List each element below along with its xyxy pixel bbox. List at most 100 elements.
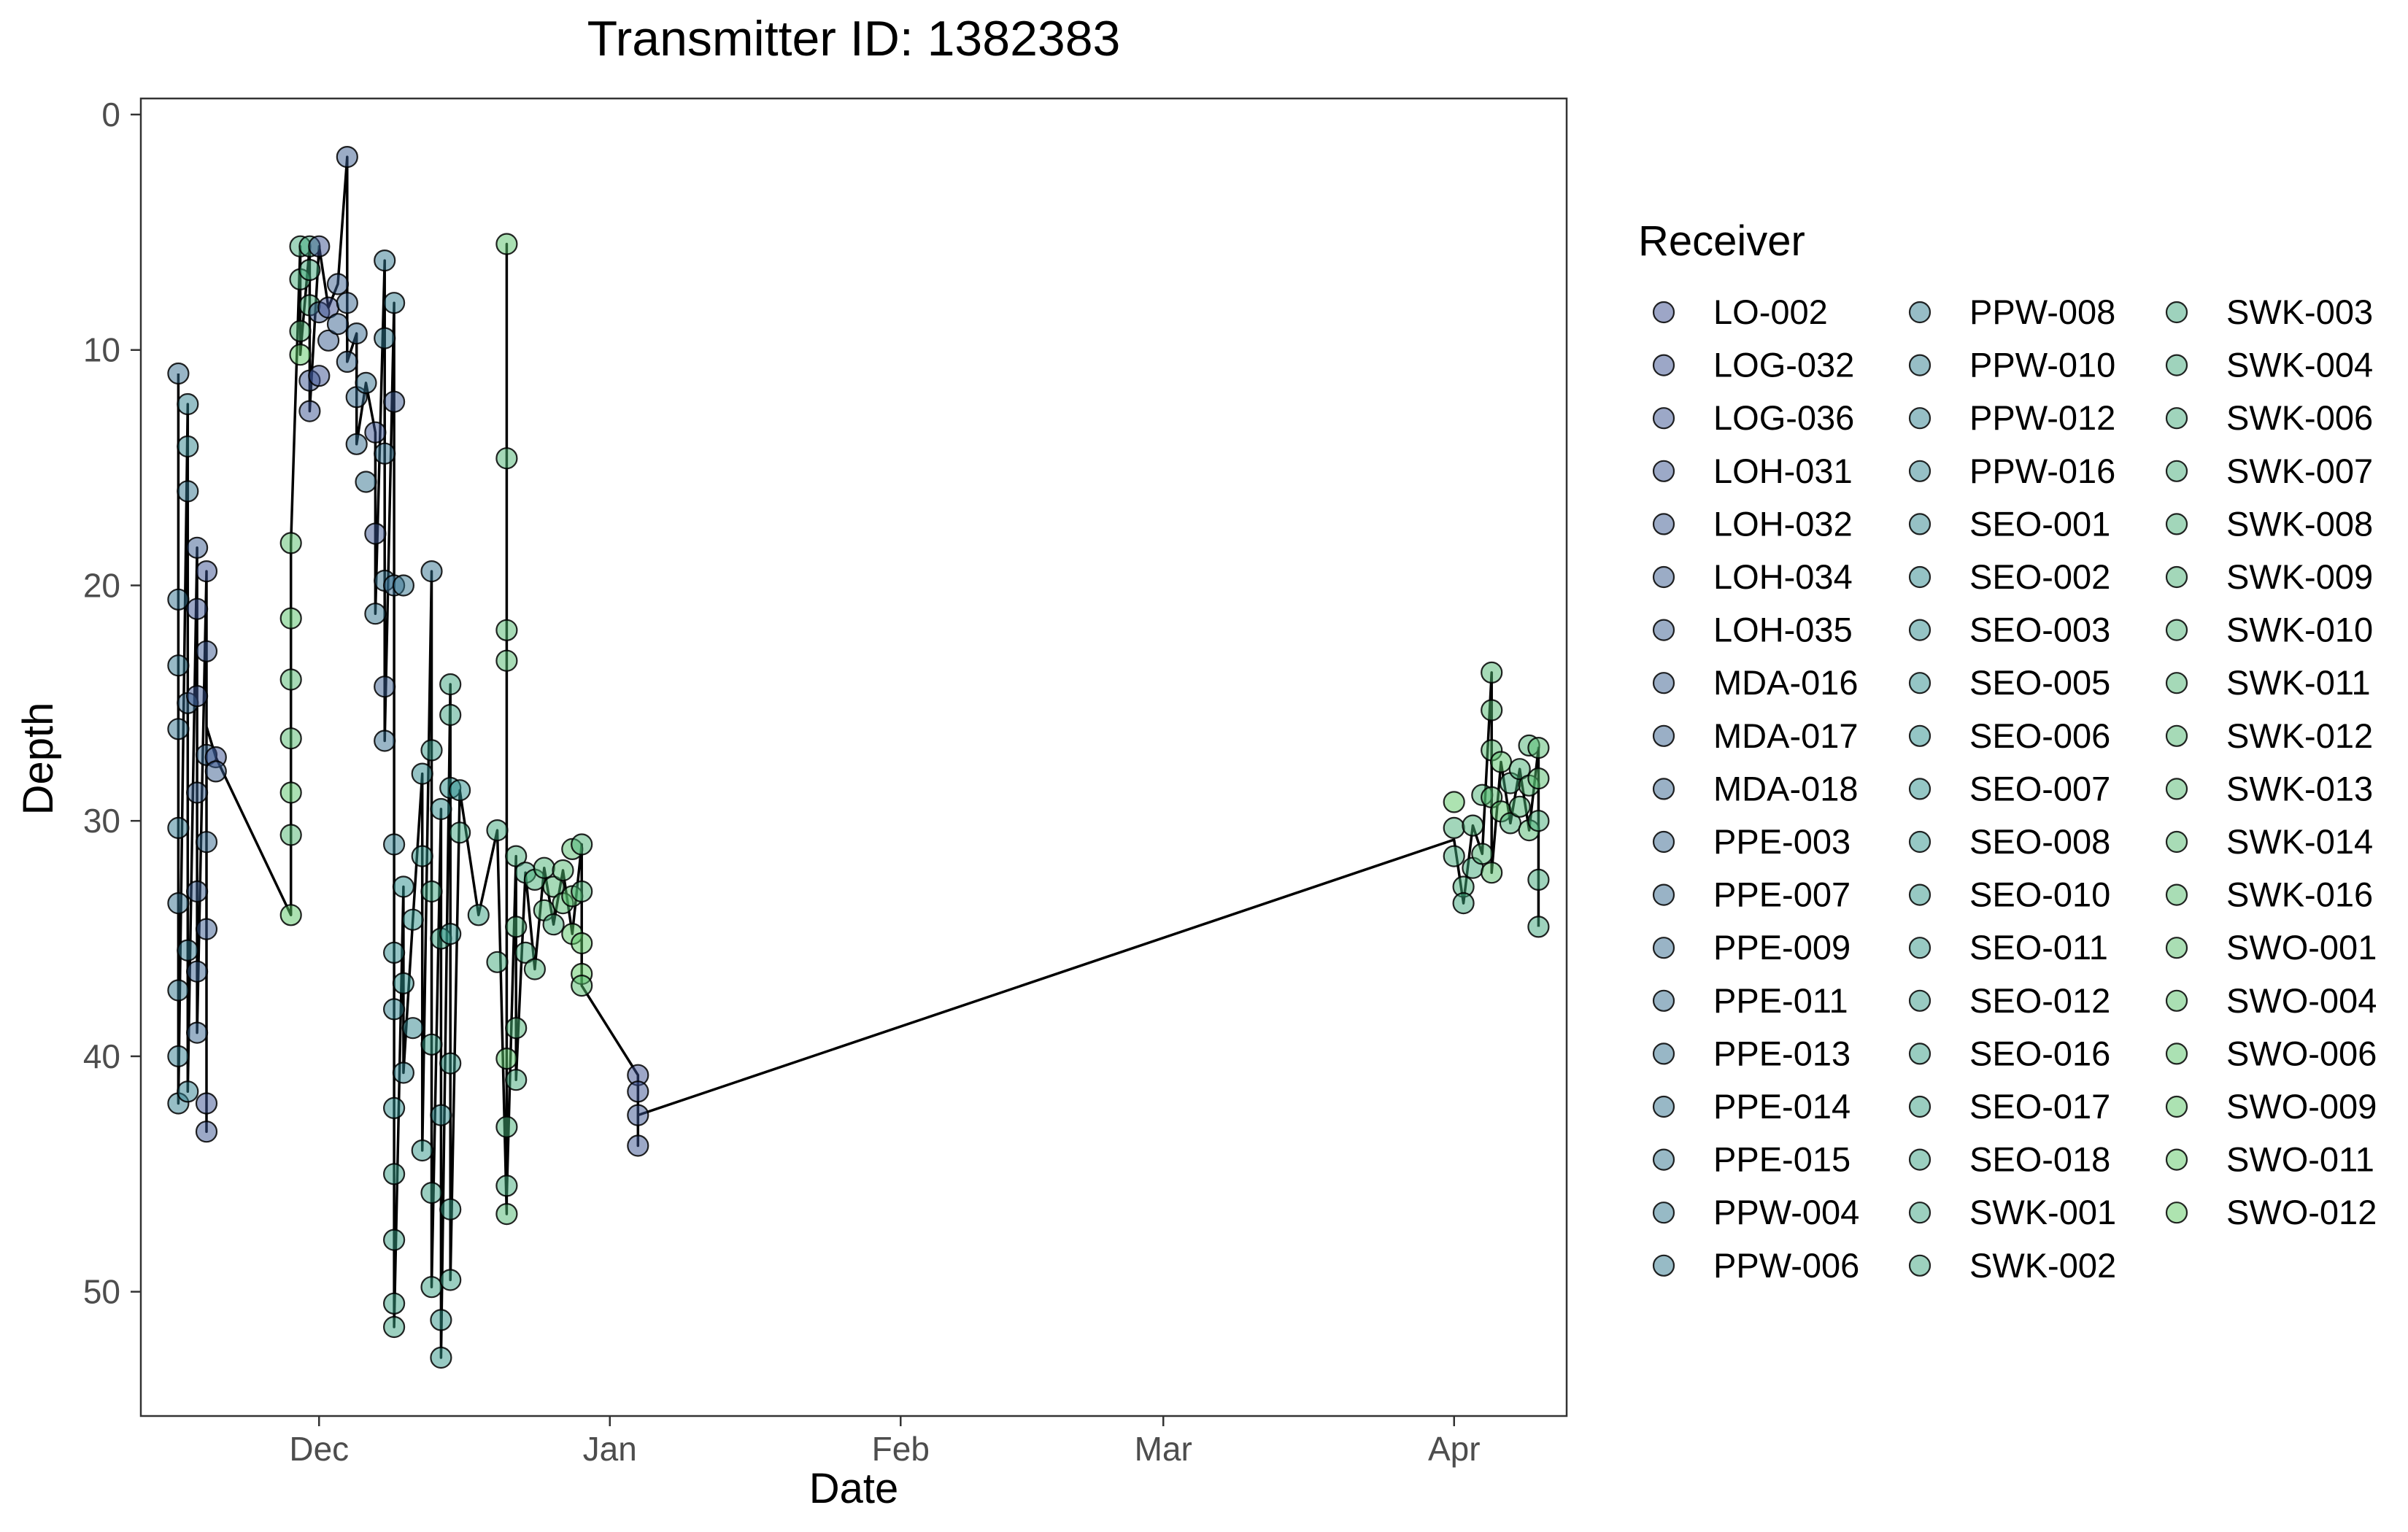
legend-key — [2165, 724, 2188, 747]
legend-key — [2165, 1148, 2188, 1171]
data-point — [1443, 791, 1465, 813]
data-point — [505, 916, 528, 938]
y-axis: 0 10 20 30 40 50 — [83, 96, 141, 1311]
data-point — [401, 908, 424, 931]
legend-key — [1652, 672, 1675, 695]
data-point — [364, 522, 387, 545]
legend-label: PPE-014 — [1713, 1087, 1851, 1126]
data-point — [627, 1080, 649, 1103]
legend-key — [1652, 830, 1675, 854]
track-line — [177, 155, 1540, 1359]
data-point — [1471, 843, 1494, 865]
data-point — [533, 856, 555, 879]
data-point — [420, 1276, 443, 1299]
legend-key — [1908, 513, 1932, 535]
legend-label: LOG-036 — [1713, 398, 1854, 437]
data-point — [326, 313, 350, 336]
data-point — [439, 1198, 462, 1220]
legend-key — [1652, 1042, 1675, 1065]
legend-label: SWK-007 — [2226, 452, 2373, 490]
data-point — [279, 904, 302, 926]
legend-label: MDA-017 — [1713, 716, 1859, 755]
legend-key — [1908, 1254, 1932, 1277]
data-point — [177, 480, 199, 503]
legend-key — [1652, 407, 1675, 430]
legend-key — [1908, 460, 1932, 482]
data-point — [495, 447, 518, 470]
legend-label: PPW-008 — [1969, 293, 2115, 331]
legend-label: LOH-031 — [1713, 452, 1853, 490]
data-point — [439, 673, 462, 696]
legend-label: SWK-013 — [2226, 769, 2373, 808]
data-point — [1527, 736, 1550, 759]
data-point — [411, 1139, 433, 1162]
legend-label: SWO-011 — [2226, 1140, 2374, 1179]
legend-key — [1908, 1202, 1932, 1224]
legend-key — [1908, 1095, 1932, 1118]
legend-key — [1908, 407, 1932, 430]
data-point — [430, 1346, 452, 1369]
legend-label: SEO-006 — [1969, 716, 2110, 755]
data-point — [1481, 699, 1503, 721]
legend-label: PPE-015 — [1713, 1140, 1851, 1179]
data-point — [195, 1092, 218, 1115]
data-point — [336, 292, 358, 314]
legend-key — [1908, 830, 1932, 854]
data-point — [392, 972, 415, 995]
x-tick-label: Dec — [289, 1430, 349, 1468]
legend-key — [1652, 883, 1675, 906]
data-point — [571, 833, 593, 856]
data-point — [195, 1121, 218, 1143]
data-point — [382, 1292, 406, 1315]
data-point — [167, 979, 190, 1002]
data-point — [1527, 810, 1550, 832]
data-point — [167, 718, 190, 740]
data-point — [317, 329, 340, 352]
data-point — [430, 1309, 452, 1331]
legend-label: PPE-009 — [1713, 928, 1851, 967]
data-point — [374, 676, 396, 698]
legend-label: PPW-010 — [1969, 346, 2115, 384]
y-tick-label: 30 — [83, 802, 120, 840]
data-point — [186, 960, 209, 983]
data-point — [279, 727, 302, 750]
legend-key — [2165, 830, 2188, 854]
x-tick-label: Feb — [872, 1430, 930, 1468]
data-point — [279, 532, 302, 554]
data-point — [308, 235, 331, 258]
points-layer — [167, 146, 1550, 1369]
data-point — [279, 607, 302, 630]
legend-label: LOH-032 — [1713, 504, 1853, 543]
legend-key — [2165, 672, 2188, 695]
data-point — [401, 1017, 424, 1040]
legend-label: SWK-003 — [2226, 293, 2373, 331]
legend-key — [1652, 989, 1675, 1012]
legend-label: SWK-001 — [1969, 1193, 2116, 1231]
data-point — [382, 998, 406, 1021]
legend-key — [1652, 301, 1675, 324]
legend-key — [1908, 1042, 1932, 1065]
data-point — [364, 421, 387, 444]
data-point — [167, 1045, 190, 1068]
legend-key — [1908, 1148, 1932, 1171]
data-point — [495, 233, 518, 255]
legend-label: PPW-004 — [1713, 1193, 1859, 1231]
data-point — [430, 1104, 452, 1126]
data-point — [1481, 862, 1503, 884]
data-point — [186, 1021, 209, 1044]
legend-label: PPW-006 — [1713, 1246, 1859, 1285]
data-point — [392, 1061, 415, 1084]
data-point — [448, 821, 471, 844]
data-point — [439, 1052, 462, 1075]
data-point — [495, 1202, 518, 1226]
legend-label: LOH-035 — [1713, 611, 1853, 649]
legend-label: SEO-003 — [1969, 611, 2110, 649]
legend-label: LO-002 — [1713, 293, 1828, 331]
data-point — [514, 941, 537, 964]
legend-label: SWO-009 — [2226, 1087, 2377, 1126]
legend-key — [1652, 778, 1675, 800]
data-point — [364, 603, 387, 625]
legend-key — [1652, 565, 1675, 589]
data-point — [1527, 767, 1550, 790]
data-point — [627, 1134, 649, 1157]
